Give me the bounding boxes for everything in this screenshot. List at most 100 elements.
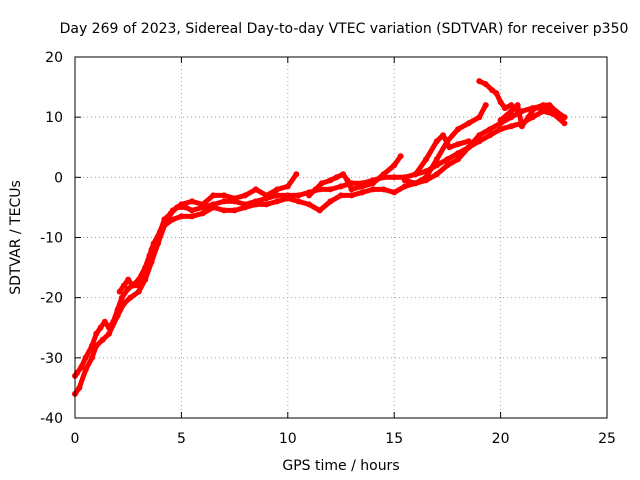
y-tick-label: -40 — [40, 411, 63, 427]
data-point — [169, 216, 176, 223]
data-point — [423, 156, 430, 163]
data-point — [106, 330, 112, 337]
data-point — [284, 195, 291, 202]
series-track-h — [497, 102, 568, 130]
data-point — [135, 288, 142, 295]
data-point — [74, 369, 81, 376]
data-point — [127, 294, 134, 301]
data-point — [444, 156, 451, 163]
data-point — [380, 171, 387, 178]
data-point — [125, 285, 132, 292]
data-point — [433, 138, 440, 145]
data-point — [561, 114, 568, 121]
data-point — [482, 81, 489, 88]
data-point — [476, 114, 483, 121]
y-tick-label: 10 — [45, 110, 63, 126]
y-tick-label: -10 — [40, 231, 63, 247]
data-point — [493, 90, 500, 97]
data-point — [514, 102, 521, 109]
data-point — [369, 180, 376, 187]
data-point — [561, 120, 568, 127]
data-point — [482, 102, 489, 109]
data-point — [380, 186, 387, 193]
data-point — [178, 201, 185, 208]
data-point — [93, 342, 100, 349]
data-point — [76, 384, 83, 391]
data-point — [231, 207, 238, 214]
data-point — [189, 198, 195, 205]
data-point — [221, 198, 227, 205]
data-point — [189, 213, 195, 220]
data-point — [163, 216, 170, 223]
data-point — [487, 132, 493, 139]
data-point — [116, 288, 123, 295]
series-track — [498, 102, 567, 129]
data-point — [444, 162, 451, 169]
data-point — [508, 108, 515, 115]
data-point — [242, 204, 249, 211]
data-point — [348, 192, 355, 199]
data-point — [338, 192, 344, 199]
data-point — [274, 198, 281, 205]
data-point — [129, 282, 136, 289]
data-point — [552, 108, 559, 115]
data-point — [242, 192, 249, 199]
y-tick-label: -20 — [40, 291, 63, 307]
data-point — [412, 171, 419, 178]
data-point — [274, 192, 281, 199]
data-point — [327, 198, 334, 205]
data-point — [497, 99, 504, 106]
data-point — [78, 363, 85, 370]
x-tick-label: 5 — [177, 431, 186, 447]
data-point — [284, 183, 291, 190]
x-tick-label: 15 — [385, 431, 403, 447]
data-series — [72, 78, 568, 397]
data-point — [344, 177, 351, 184]
data-point — [252, 201, 259, 208]
data-point — [221, 192, 227, 199]
data-point — [497, 117, 504, 124]
data-point — [263, 201, 270, 208]
data-point — [316, 207, 323, 214]
x-tick-label: 20 — [492, 431, 510, 447]
data-point — [359, 183, 366, 190]
data-point — [99, 336, 106, 343]
data-point — [369, 186, 376, 193]
data-point — [465, 120, 472, 127]
data-point — [391, 189, 398, 196]
data-point — [412, 180, 419, 187]
y-tick-label: 20 — [45, 50, 63, 66]
data-point — [82, 354, 89, 361]
data-point — [476, 132, 483, 139]
data-point — [306, 192, 313, 199]
data-point — [125, 276, 132, 283]
data-point — [327, 177, 334, 184]
data-point — [501, 105, 508, 112]
data-point — [114, 312, 121, 319]
data-point — [401, 183, 408, 190]
series-track-b — [72, 108, 568, 397]
data-point — [397, 153, 404, 160]
data-point — [252, 186, 259, 193]
data-point — [199, 210, 206, 217]
series-track-d — [306, 153, 404, 199]
data-point — [120, 282, 127, 289]
data-point — [391, 162, 398, 169]
data-point — [169, 207, 176, 214]
data-point — [401, 177, 408, 184]
data-point — [274, 186, 281, 193]
data-point — [531, 105, 538, 112]
data-point — [465, 138, 472, 145]
data-point — [489, 87, 496, 94]
series-track-f — [412, 132, 472, 178]
data-point — [306, 201, 313, 208]
data-point — [391, 174, 398, 181]
data-point — [433, 156, 440, 163]
data-point — [340, 171, 347, 178]
series-track-a — [72, 105, 568, 379]
data-point — [455, 156, 461, 163]
series-track — [72, 105, 567, 379]
data-point — [118, 294, 125, 301]
data-point — [348, 186, 355, 193]
